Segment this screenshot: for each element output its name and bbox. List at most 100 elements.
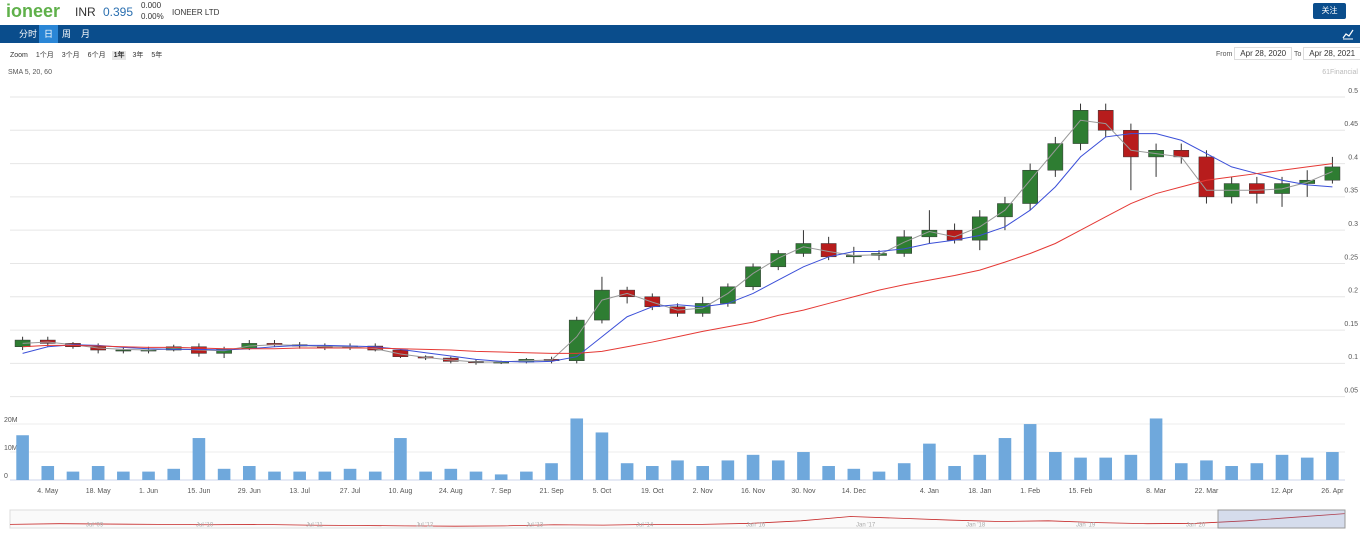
x-tick-label: 2. Nov <box>693 488 714 495</box>
y2-tick-label: 0 <box>4 473 8 480</box>
from-date[interactable]: Apr 28, 2020 <box>1234 47 1293 60</box>
candle-body <box>392 349 409 357</box>
x-tick-label: 13. Jul <box>289 488 310 495</box>
navigator-label: Jan '19 <box>1076 523 1096 529</box>
y-tick-label: 0.45 <box>1344 121 1358 128</box>
candle-body <box>594 289 610 321</box>
y-tick-label: 0.1 <box>1348 354 1358 361</box>
x-tick-label: 22. Mar <box>1195 488 1219 495</box>
volume-bar <box>1326 452 1339 480</box>
volume-bar <box>394 438 407 480</box>
x-tick-label: 27. Jul <box>340 488 361 495</box>
candle-body <box>1047 143 1064 171</box>
volume-bar <box>192 438 206 480</box>
to-date[interactable]: Apr 28, 2021 <box>1303 47 1360 60</box>
chart-icon[interactable] <box>1342 28 1354 40</box>
sma-line <box>22 119 1333 363</box>
volume-bar <box>948 466 961 480</box>
x-tick-label: 10. Aug <box>389 488 413 495</box>
navigator-window[interactable] <box>1217 509 1346 529</box>
volume-bar <box>66 471 80 480</box>
volume-bar <box>620 463 634 480</box>
volume-bar <box>520 471 533 480</box>
volume-bar <box>268 471 281 480</box>
volume-bar <box>242 466 256 480</box>
volume-bar <box>343 468 357 480</box>
navigator-label: Jan '17 <box>856 523 876 529</box>
x-tick-label: 29. Jun <box>238 488 261 495</box>
tab[interactable]: 分时 <box>19 29 38 39</box>
volume-bar <box>1174 463 1188 480</box>
volume-bar <box>142 471 155 480</box>
navigator-label: Jan '16 <box>746 523 766 529</box>
to-label: To <box>1293 51 1302 58</box>
change: 0.000 <box>141 1 162 10</box>
navigator-line <box>9 513 1346 527</box>
volume-bar <box>872 471 886 480</box>
zoom-option[interactable]: 5年 <box>151 52 163 59</box>
candle-body <box>745 266 761 288</box>
zoom-option[interactable]: 3年 <box>132 52 144 59</box>
follow-button[interactable]: 关注 <box>1313 3 1346 19</box>
volume-bar <box>797 452 810 480</box>
navigator-label: Jul '14 <box>636 523 654 529</box>
navigator-label: Jul '09 <box>86 523 104 529</box>
x-tick-label: 21. Sep <box>539 488 563 495</box>
zoom-option[interactable]: 3个月 <box>61 52 80 59</box>
volume-bar <box>1124 454 1138 480</box>
tab[interactable]: 周 <box>62 29 72 39</box>
tab[interactable]: 月 <box>81 29 91 39</box>
candle-body <box>795 243 812 254</box>
volume-bar <box>494 474 508 480</box>
volume-bar <box>847 468 861 480</box>
candle-body <box>1198 156 1215 198</box>
y-tick-label: 0.5 <box>1348 88 1358 95</box>
x-tick-label: 4. Jan <box>920 488 939 495</box>
volume-bar <box>318 471 332 480</box>
zoom-option[interactable]: 6个月 <box>87 52 106 59</box>
y2-tick-label: 20M <box>4 417 18 424</box>
volume-bar <box>1049 452 1062 480</box>
zoom-label: Zoom <box>10 52 28 59</box>
tab[interactable]: 日 <box>39 25 59 43</box>
volume-bar <box>16 435 29 480</box>
volume-bar <box>923 443 936 480</box>
volume-bar <box>973 454 987 480</box>
x-tick-label: 1. Jun <box>139 488 158 495</box>
volume-bar <box>646 466 659 480</box>
header: ioneer INR 0.395 0.000 0.00% IONEER LTD … <box>0 0 1360 25</box>
y-tick-label: 0.2 <box>1348 288 1358 295</box>
x-tick-label: 1. Feb <box>1020 488 1040 495</box>
candle-body <box>1249 183 1265 194</box>
y-tick-label: 0.4 <box>1348 154 1358 161</box>
chart: SMA 5, 20, 60 61Financial 0.05 0.1 0.15 0.2 0.… <box>4 69 1358 529</box>
volume-bar <box>444 468 458 480</box>
volume-bar <box>1149 418 1163 480</box>
x-tick-label: 24. Aug <box>439 488 463 495</box>
zoom-option[interactable]: 1个月 <box>35 52 54 59</box>
volume-bar <box>117 471 130 480</box>
navigator-label: Jul '11 <box>306 523 323 529</box>
volume-bar <box>293 471 306 480</box>
volume-bar <box>217 468 231 480</box>
volume-bar <box>1300 457 1314 480</box>
volume-bar <box>91 466 105 480</box>
x-tick-label: 8. Mar <box>1146 488 1167 495</box>
zoom-option[interactable]: 1年 <box>111 51 127 60</box>
y-tick-label: 0.35 <box>1344 188 1358 195</box>
ticker: INR <box>75 5 96 19</box>
candle-body <box>1324 166 1341 181</box>
volume-bar <box>545 463 558 480</box>
credit: 61Financial <box>1322 69 1358 76</box>
x-tick-label: 30. Nov <box>791 488 816 495</box>
candle-body <box>1072 110 1089 144</box>
volume-bar <box>721 460 735 480</box>
volume-bar <box>1275 454 1289 480</box>
x-tick-label: 16. Nov <box>741 488 766 495</box>
x-tick-label: 15. Jun <box>187 488 210 495</box>
x-tick-label: 12. Apr <box>1271 488 1294 495</box>
x-tick-label: 5. Oct <box>593 488 612 495</box>
price: 0.395 <box>103 5 134 19</box>
volume-bar <box>1099 457 1113 480</box>
